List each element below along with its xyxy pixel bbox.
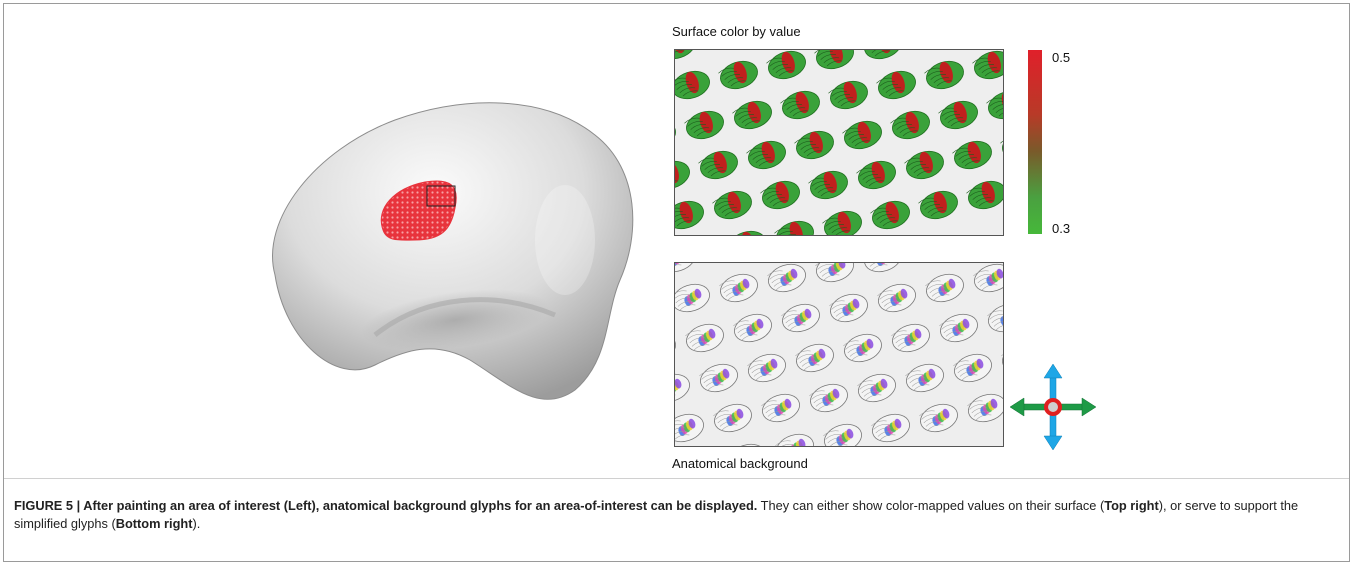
brain-glyph <box>675 70 710 100</box>
figure-caption: FIGURE 5 | After painting an area of int… <box>14 497 1339 533</box>
caption-text-3: ). <box>192 516 201 531</box>
brain-glyph <box>924 60 964 90</box>
brain-glyph <box>703 263 747 266</box>
glyph-grid-colored <box>675 50 1003 235</box>
brain-glyph <box>986 90 1003 120</box>
caption-title: FIGURE 5 | After painting an area of int… <box>14 498 758 513</box>
brain-glyph <box>815 263 854 283</box>
brain-glyph <box>842 120 882 150</box>
pan-arrows-icon <box>1009 363 1097 451</box>
brain-glyph <box>828 80 868 110</box>
brain-glyph <box>675 263 696 273</box>
caption-text-2: ), or serve to support the simplified gl… <box>14 498 1299 531</box>
brain-glyph <box>814 50 854 70</box>
brain-glyph <box>822 210 862 235</box>
glyphs-anatomical-background-panel <box>674 262 1004 447</box>
brain-glyph <box>1000 130 1003 160</box>
brain-glyph <box>952 140 992 170</box>
brain-glyph <box>794 130 834 160</box>
brain-glyph <box>774 220 814 235</box>
brain-glyph <box>938 100 978 130</box>
brain-glyph <box>761 393 800 423</box>
brain-glyph <box>856 160 896 190</box>
brain-glyph <box>925 273 964 303</box>
brain-glyph <box>909 50 953 53</box>
brain-glyph <box>843 333 882 363</box>
caption-divider <box>4 478 1349 479</box>
brain-glyph <box>795 343 834 373</box>
brain-glyph <box>675 120 676 150</box>
brain-glyph <box>728 230 766 235</box>
brain-glyph <box>780 90 820 120</box>
brain-glyph <box>675 200 704 230</box>
brain-glyph <box>909 263 953 266</box>
brain-glyph <box>712 190 752 220</box>
brain-glyph <box>675 50 696 60</box>
brain-glyph <box>829 293 868 323</box>
brain-glyph <box>808 170 848 200</box>
painted-area-of-interest <box>380 180 457 241</box>
brain-glyph <box>675 333 676 363</box>
brain-glyph <box>972 50 1003 80</box>
brain-glyph <box>864 263 902 273</box>
brain-glyph <box>876 70 916 100</box>
brain-glyph <box>918 190 958 220</box>
brain-glyph <box>767 263 806 293</box>
brain-glyph <box>746 140 786 170</box>
brain-glyph <box>877 283 916 313</box>
colorbar <box>1028 50 1042 234</box>
brain-glyph <box>713 403 752 433</box>
brain-glyph <box>718 60 758 90</box>
brain-glyph <box>675 283 710 313</box>
colorbar-min-label: 0.3 <box>1052 221 1071 236</box>
caption-text-1: They can either show color-mapped values… <box>757 498 1105 513</box>
glyphs-color-by-value-panel <box>674 49 1004 236</box>
panel-top-label: Surface color by value <box>672 24 801 39</box>
brain-glyph <box>766 50 806 80</box>
brain-glyph <box>891 323 930 353</box>
brain-glyph <box>775 433 814 446</box>
caption-bold-2: Bottom right <box>115 516 193 531</box>
brain-glyph <box>890 110 930 140</box>
brain-glyph <box>698 150 738 180</box>
brain-glyph <box>904 150 944 180</box>
brain-outline <box>272 102 634 400</box>
brain-glyph <box>1001 343 1003 373</box>
brain-glyph <box>684 110 724 140</box>
brain-glyph <box>733 313 772 343</box>
brain-glyph <box>728 443 766 446</box>
brain-glyph <box>685 323 724 353</box>
glyph-grid-anatomical <box>675 263 1003 446</box>
brain-glyph <box>953 353 992 383</box>
brain-glyph <box>966 180 1003 210</box>
inflated-brain-surface <box>272 102 634 400</box>
brain-glyph <box>864 50 902 60</box>
brain-glyph <box>719 273 758 303</box>
brain-glyph <box>973 263 1003 293</box>
brain-glyph <box>747 353 786 383</box>
panel-bottom-label: Anatomical background <box>672 456 808 471</box>
brain-glyph <box>857 373 896 403</box>
brain-glyph <box>905 363 944 393</box>
brain-glyph <box>919 403 958 433</box>
brain-glyph <box>871 413 910 443</box>
caption-bold-1: Top right <box>1104 498 1159 513</box>
colorbar-max-label: 0.5 <box>1052 50 1071 65</box>
brain-glyph <box>675 373 690 403</box>
brain-glyph <box>675 413 704 443</box>
brain-glyph <box>781 303 820 333</box>
brain-glyph <box>809 383 848 413</box>
brain-glyph <box>870 200 910 230</box>
brain-glyph <box>823 423 862 446</box>
selection-box <box>426 185 456 207</box>
brain-glyph <box>987 303 1003 333</box>
brain-glyph <box>939 313 978 343</box>
brain-glyph <box>760 180 800 210</box>
brain-glyph <box>703 50 747 53</box>
brain-glyph <box>967 393 1003 423</box>
brain-glyph <box>699 363 738 393</box>
brain-glyph <box>675 160 690 190</box>
brain-glyph <box>732 100 772 130</box>
